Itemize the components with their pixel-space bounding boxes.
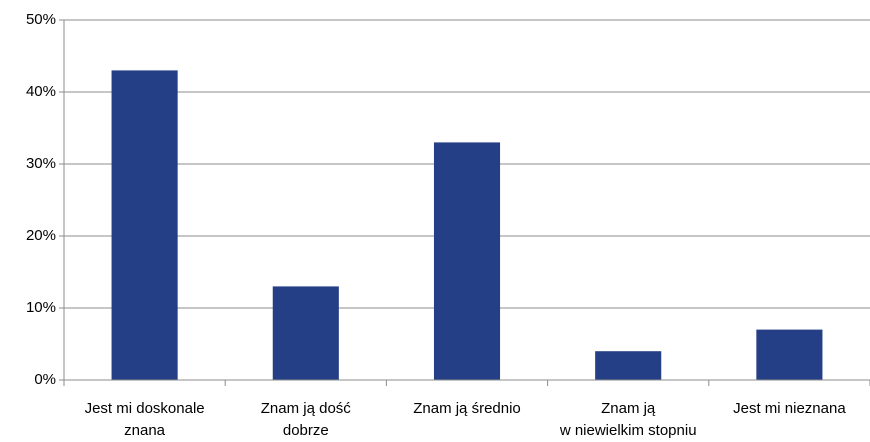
bar (433, 142, 501, 380)
y-tick-label: 10% (26, 299, 56, 316)
bar (272, 286, 339, 380)
x-tick-label: Znam ją w niewielkim stopniu (559, 400, 697, 439)
bar (595, 351, 662, 380)
y-tick-label: 0% (34, 371, 56, 388)
x-tick-label: Jest mi nieznana (733, 400, 846, 417)
y-tick-label: 30% (26, 155, 56, 172)
x-tick-label: Znam ją średnio (413, 400, 521, 417)
y-tick-label: 20% (26, 227, 56, 244)
y-tick-label: 50% (26, 11, 56, 28)
x-tick-label: Jest mi doskonale znana (84, 400, 205, 439)
y-tick-label: 40% (26, 83, 56, 100)
x-tick-label: Znam ją dość dobrze (260, 400, 351, 439)
bar (756, 329, 823, 380)
bar (111, 70, 178, 381)
